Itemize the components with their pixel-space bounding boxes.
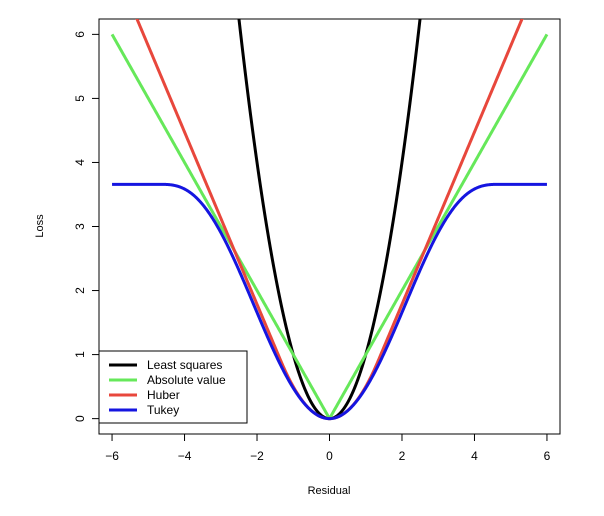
x-tick-label: 0 (326, 449, 333, 463)
y-tick-label: 3 (73, 223, 87, 230)
x-axis: −6 −4 −2 0 2 4 6 (105, 434, 551, 463)
y-tick-label: 6 (73, 31, 87, 38)
legend-label-tukey: Tukey (147, 403, 179, 417)
legend-label-squared: Least squares (147, 358, 222, 372)
x-tick-label: 4 (471, 449, 478, 463)
x-axis-title: Residual (308, 485, 351, 497)
x-tick-label: −6 (105, 449, 119, 463)
legend-label-huber: Huber (147, 388, 180, 402)
y-tick-label: 4 (73, 159, 87, 166)
series-layer (110, 19, 549, 421)
series-line-tukey (111, 182, 548, 421)
y-tick-label: 1 (73, 351, 87, 358)
y-tick-label: 0 (73, 415, 87, 422)
y-axis: 0 1 2 3 4 5 6 (73, 31, 99, 422)
y-tick-label: 2 (73, 287, 87, 294)
x-tick-label: 2 (399, 449, 406, 463)
x-tick-label: 6 (544, 449, 551, 463)
y-tick-label: 5 (73, 95, 87, 102)
x-tick-label: −2 (250, 449, 264, 463)
x-tick-label: −4 (178, 449, 192, 463)
y-axis-title: Loss (34, 214, 46, 238)
legend-label-absolute: Absolute value (147, 373, 226, 387)
